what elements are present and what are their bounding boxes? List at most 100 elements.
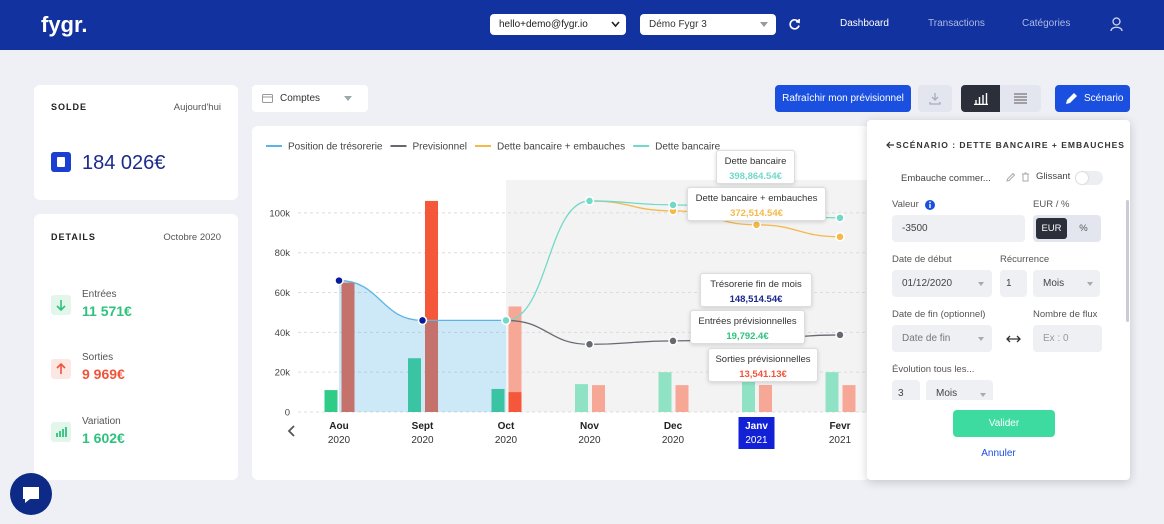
sliding-toggle[interactable] xyxy=(1075,171,1103,185)
point xyxy=(751,220,762,230)
point xyxy=(835,330,845,340)
bar xyxy=(508,306,522,412)
point xyxy=(584,339,595,350)
chart-view-button[interactable] xyxy=(961,85,1000,112)
bar xyxy=(324,390,338,412)
x-tick-label: Nov xyxy=(580,421,599,432)
evolution-row: 3 Mois xyxy=(867,378,1122,400)
nav-link[interactable]: Catégories xyxy=(1022,18,1071,29)
bar xyxy=(575,384,588,412)
chevron xyxy=(980,393,986,397)
scrollbar[interactable] xyxy=(1126,200,1129,322)
field-label: Date de fin (optionnel) xyxy=(892,309,986,320)
bar xyxy=(408,358,421,412)
bar xyxy=(825,372,839,412)
swap-icon xyxy=(1006,335,1021,343)
list-view-button[interactable] xyxy=(1000,85,1041,112)
legend-label: Dette bancaire xyxy=(655,142,720,153)
x-tick-label: Sept xyxy=(412,421,434,432)
workspace-select[interactable]: Démo Fygr 3 xyxy=(640,14,776,35)
end-date-select[interactable]: Date de fin xyxy=(892,325,992,352)
evolution-unit-select[interactable]: Mois xyxy=(926,380,993,400)
edit-icon[interactable] xyxy=(1006,172,1016,182)
unit-option[interactable]: % xyxy=(1079,223,1088,234)
accounts-select[interactable]: Comptes xyxy=(252,85,368,112)
point xyxy=(835,213,845,223)
bar xyxy=(742,372,755,412)
chevron xyxy=(611,21,620,28)
refresh-icon[interactable] xyxy=(788,18,801,31)
tooltip: Dette bancaire 398,864.54€ xyxy=(716,150,795,184)
tooltip-title: Trésorerie fin de mois xyxy=(710,279,802,290)
x-tick-year: 2021 xyxy=(829,435,852,446)
account-select[interactable]: hello+demo@fygr.io xyxy=(490,14,626,35)
input-text: Mois xyxy=(1043,278,1065,289)
value-input[interactable]: -3500 xyxy=(892,215,1025,242)
detail-label: Variation xyxy=(82,416,121,427)
solde-card: SOLDE Aujourd'hui 184 026€ xyxy=(34,85,238,200)
panel-title: SCÉNARIO : DETTE BANCAIRE + EMBAUCHES xyxy=(896,140,1125,150)
confirm-button[interactable]: Valider xyxy=(953,410,1055,437)
nav-link[interactable]: Dashboard xyxy=(840,18,889,29)
accounts-text: Comptes xyxy=(280,93,321,104)
recurrence-unit-select[interactable]: Mois xyxy=(1033,270,1100,297)
y-tick-label: 80k xyxy=(275,248,291,259)
point xyxy=(668,336,678,346)
field-label: Récurrence xyxy=(1000,254,1050,265)
y-tick-label: 0 xyxy=(285,408,290,419)
chevron xyxy=(760,22,768,27)
evolution-count-input[interactable]: 3 xyxy=(892,380,920,400)
cancel-link[interactable]: Annuler xyxy=(981,448,1016,459)
logo[interactable]: fygr. xyxy=(41,12,88,37)
card-title: SOLDE xyxy=(51,102,88,112)
info-icon[interactable] xyxy=(925,200,935,210)
tooltip-value: 148,514.54€ xyxy=(729,294,783,305)
card-period: Aujourd'hui xyxy=(173,102,221,113)
wallet-icon xyxy=(51,152,71,172)
delete-icon[interactable] xyxy=(1021,172,1030,182)
chat-button[interactable] xyxy=(10,473,52,515)
tooltip: Sorties prévisionnelles 13,541.13€ xyxy=(708,348,818,382)
tooltip-value: 19,792.4€ xyxy=(726,331,769,342)
download-button[interactable] xyxy=(918,85,952,112)
point xyxy=(417,315,428,326)
nav-link[interactable]: Transactions xyxy=(928,18,985,29)
button-text: Rafraîchir mon prévisionnel xyxy=(782,93,904,104)
header: fygr. hello+demo@fygr.io Démo Fygr 3 Das… xyxy=(0,0,1164,50)
bar xyxy=(658,372,672,412)
unit-option[interactable]: EUR xyxy=(1036,218,1067,239)
x-tick-year: 2020 xyxy=(328,435,351,446)
bar xyxy=(675,385,689,412)
chevron xyxy=(978,337,984,341)
point xyxy=(334,275,344,286)
point xyxy=(835,232,845,242)
y-tick-label: 40k xyxy=(275,328,291,339)
back-arrow[interactable] xyxy=(886,141,895,149)
tooltip-title: Sorties prévisionnelles xyxy=(715,354,811,365)
account-select-text: hello+demo@fygr.io xyxy=(499,19,588,30)
card-title: DETAILS xyxy=(51,232,96,242)
field-label: Nombre de flux xyxy=(1033,309,1098,320)
recurrence-count-input[interactable]: 1 xyxy=(1000,270,1027,297)
x-tick-label: Fevr xyxy=(829,421,850,432)
start-date-select[interactable]: 01/12/2020 xyxy=(892,270,992,297)
user-icon[interactable] xyxy=(1110,17,1123,32)
previous-arrow[interactable] xyxy=(287,425,295,437)
flows-input[interactable]: Ex : 0 xyxy=(1033,325,1102,352)
detail-amount: 9 969€ xyxy=(82,366,125,382)
field-label: EUR / % xyxy=(1033,199,1070,210)
chevron xyxy=(978,282,984,286)
tooltip: Dette bancaire + embauches 372,514.54€ xyxy=(687,187,826,221)
sliding-label: Glissant xyxy=(1036,171,1071,182)
button-text: Valider xyxy=(988,418,1020,429)
bar xyxy=(508,392,522,412)
legend-label: Dette bancaire + embauches xyxy=(497,142,625,153)
balance-amount: 184 026€ xyxy=(82,152,166,174)
unit-toggle: EUR % xyxy=(1033,215,1101,242)
download-icon xyxy=(929,93,941,105)
tooltip-title: Dette bancaire + embauches xyxy=(695,193,818,204)
bar xyxy=(592,385,605,412)
refresh-forecast-button[interactable]: Rafraîchir mon prévisionnel xyxy=(775,85,911,112)
field-label: Date de début xyxy=(892,254,952,265)
scenario-button[interactable]: Scénario xyxy=(1055,85,1130,112)
